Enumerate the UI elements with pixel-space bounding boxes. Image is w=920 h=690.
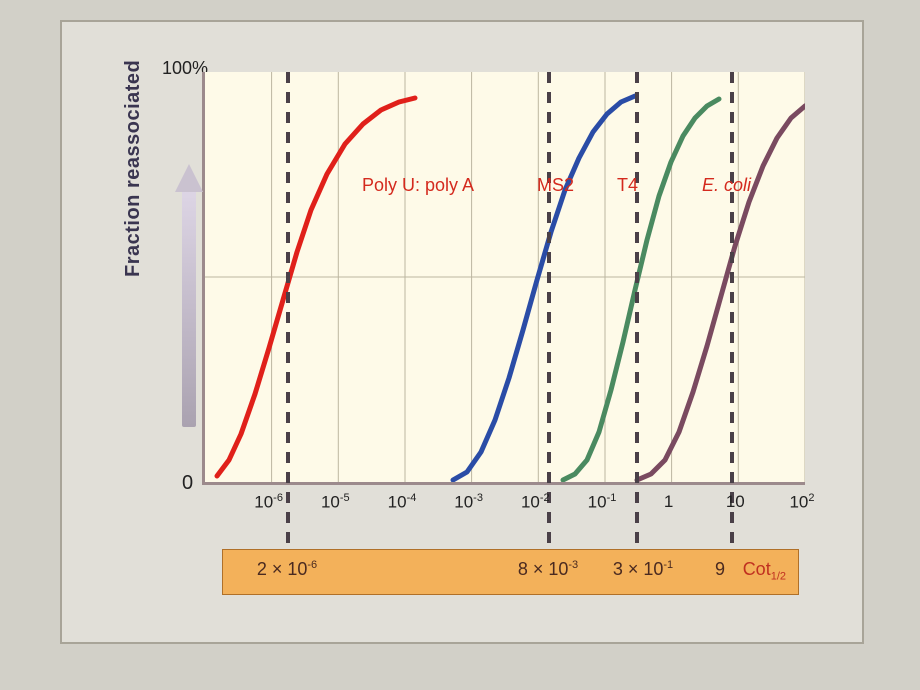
series-label-e-coli: E. coli [702, 175, 751, 196]
y-axis-arrow [182, 177, 196, 427]
curve-poly-u-poly-a [217, 98, 415, 476]
x-axis-ticks: 10-610-510-410-310-210-1110102 [202, 492, 802, 522]
x-tick: 10-2 [521, 492, 550, 513]
y-axis-label: Fraction reassociated [122, 60, 145, 277]
plot-area [202, 72, 805, 485]
cot-half-bar: Cot1/2 2 × 10-6 8 × 10-3 3 × 10-1 9 [222, 549, 799, 595]
x-tick: 10-4 [388, 492, 417, 513]
cot-half-label: Cot1/2 [743, 559, 786, 583]
curve-e-coli [637, 99, 805, 480]
curve-ms2 [453, 96, 635, 480]
x-tick: 1 [664, 492, 673, 512]
series-label-poly-u-poly-a: Poly U: poly A [362, 175, 474, 196]
curve-t4 [563, 99, 719, 480]
x-tick: 10-5 [321, 492, 350, 513]
cot-value: 2 × 10-6 [257, 559, 317, 580]
x-tick: 10-6 [254, 492, 283, 513]
cot-value: 9 [715, 559, 725, 580]
chart-svg [205, 72, 805, 482]
chart-frame: Fraction reassociated 100% 0 10-610-510-… [60, 20, 864, 644]
x-tick: 10 [726, 492, 745, 512]
x-tick: 102 [789, 492, 814, 513]
cot-value: 3 × 10-1 [613, 559, 673, 580]
cot-value: 8 × 10-3 [518, 559, 578, 580]
series-label-t4: T4 [617, 175, 638, 196]
series-label-ms2: MS2 [537, 175, 574, 196]
x-tick: 10-1 [588, 492, 617, 513]
x-tick: 10-3 [454, 492, 483, 513]
y-tick-min: 0 [182, 472, 193, 495]
